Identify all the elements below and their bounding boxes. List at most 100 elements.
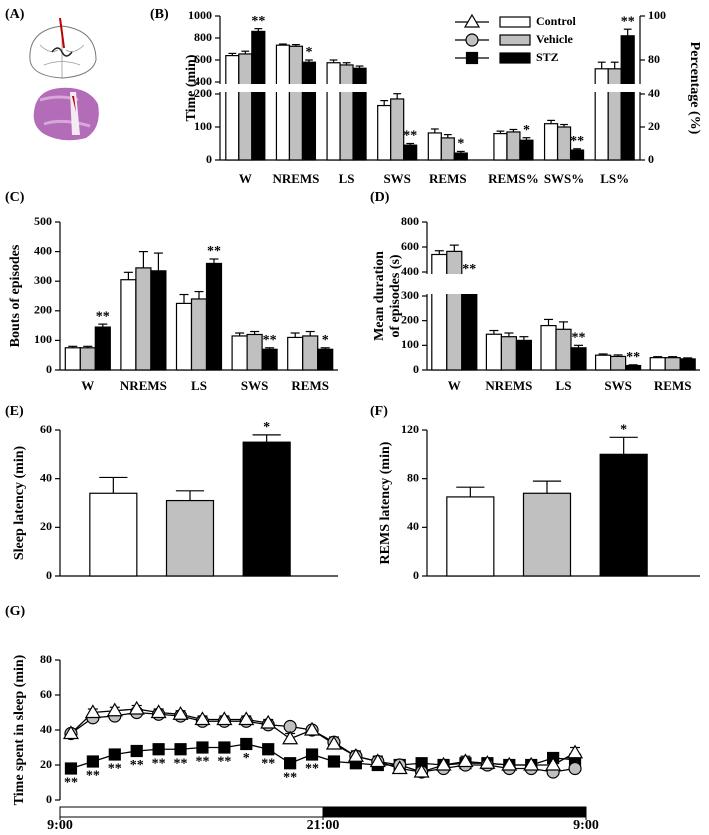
bar (251, 30, 266, 161)
marker-square (305, 748, 319, 761)
y-tick-label: 200 (194, 86, 212, 100)
marker-triangle (84, 704, 101, 719)
y-tick-label: 80 (40, 652, 52, 666)
y-tick-label: 0 (206, 152, 212, 166)
bar (569, 149, 585, 161)
bar (94, 326, 111, 371)
marker-square (64, 762, 78, 775)
series-line (70, 743, 576, 770)
y-tick-label: 1000 (188, 8, 212, 22)
y-axis-title: REMS latency (min) (378, 441, 393, 564)
marker-triangle (523, 756, 540, 771)
marker-square (327, 755, 341, 768)
x-tick-label: REMS% (488, 171, 539, 186)
bar (607, 68, 622, 161)
bar (190, 298, 208, 371)
marker-triangle (260, 714, 277, 729)
legend-label: STZ (536, 50, 559, 64)
bar (120, 279, 137, 371)
marker-square (108, 748, 121, 761)
marker-square (130, 744, 143, 758)
significance: ** (283, 770, 297, 785)
x-tick-label: REMS (429, 171, 467, 186)
marker-triangle (369, 753, 386, 768)
x-tick-label: NREMS (485, 378, 532, 393)
marker-triangle (62, 725, 80, 740)
significance: * (457, 137, 464, 152)
bar (624, 364, 642, 371)
marker-triangle (106, 702, 123, 717)
bar (89, 492, 138, 577)
significance: ** (195, 755, 209, 770)
bar (500, 336, 517, 371)
legend-marker (463, 13, 481, 28)
y-tick-label: 400 (194, 74, 212, 88)
bar (64, 347, 81, 371)
bar (679, 358, 696, 371)
y-axis-title: Time (min) (184, 54, 199, 121)
marker-triangle (128, 700, 145, 715)
bar (302, 335, 319, 371)
marker-triangle (282, 730, 299, 745)
x-tick-label: W (81, 378, 94, 393)
bar (440, 137, 455, 161)
significance: ** (64, 776, 78, 791)
bar (403, 144, 418, 161)
x-tick-label: NREMS (272, 171, 319, 186)
bar (594, 354, 612, 371)
significance: ** (572, 331, 586, 346)
y-tick-label: 100 (34, 332, 52, 346)
legend-swatch (499, 52, 531, 64)
bar (620, 35, 635, 161)
y-tick-label: 500 (34, 214, 52, 228)
marker-triangle (479, 755, 496, 769)
y-tick-label: 0 (46, 568, 52, 582)
bar (352, 67, 367, 161)
bar (556, 126, 572, 161)
bar (446, 250, 463, 371)
bar (431, 253, 448, 371)
x-tick-label: W (239, 171, 252, 186)
significance: ** (207, 244, 221, 259)
y-tick-label: 40 (40, 470, 52, 484)
y-tick-label: 20 (648, 119, 660, 133)
marker-triangle (457, 753, 474, 768)
significance: * (305, 45, 312, 60)
y-tick-label: 400 (401, 264, 419, 278)
marker-square (86, 755, 99, 768)
y-tick-label: 600 (401, 239, 419, 253)
y-tick-label: 60 (40, 422, 52, 436)
marker-triangle (545, 756, 562, 771)
significance: ** (403, 129, 417, 144)
y-tick-label: 800 (194, 30, 212, 44)
bar (275, 44, 291, 161)
bar (242, 441, 291, 577)
y-axis-title: Mean duration (372, 251, 387, 341)
y-tick-label: 20 (40, 757, 52, 771)
bar (540, 325, 557, 371)
bar (649, 357, 666, 371)
legend-label: Vehicle (536, 32, 574, 46)
significance: ** (174, 756, 188, 771)
x-tick-label: NREMS (120, 378, 167, 393)
y-axis-title: of episodes (s) (388, 254, 403, 338)
y-tick-label: 800 (401, 214, 419, 228)
bar (485, 333, 502, 371)
y-tick-label: 200 (401, 312, 419, 326)
bar (446, 496, 495, 577)
y-tick-label: 0 (413, 568, 419, 582)
bar (339, 64, 354, 161)
bar (609, 355, 627, 371)
significance: ** (305, 762, 319, 777)
legend-marker (465, 33, 479, 47)
y-axis-title: Bouts of episodes (8, 244, 23, 347)
bar (287, 336, 304, 371)
x-tick-label: LS (191, 378, 207, 393)
marker-triangle (172, 706, 189, 720)
axis-break (420, 274, 707, 294)
brain-schematic (29, 17, 97, 79)
bar (427, 132, 442, 161)
y-tick-label: 120 (401, 422, 419, 436)
